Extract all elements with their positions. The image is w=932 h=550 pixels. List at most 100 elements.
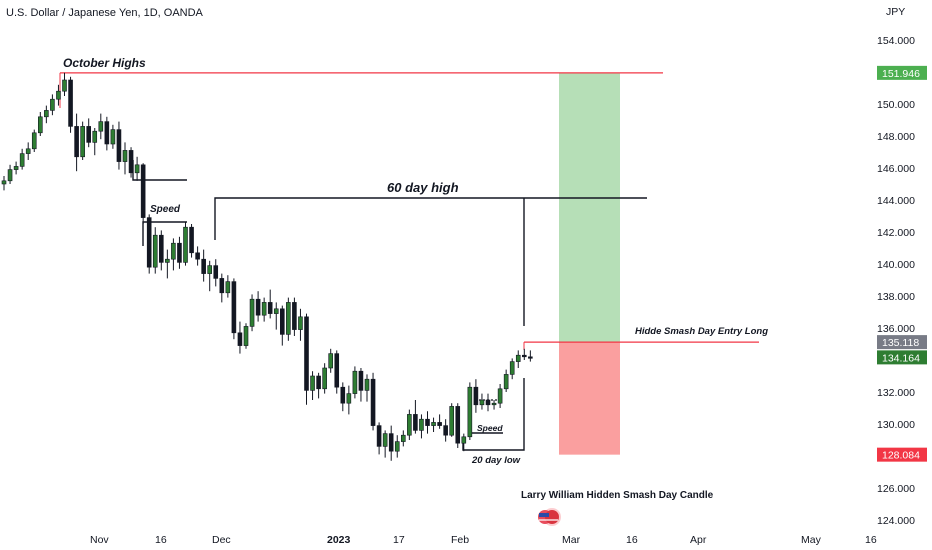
candle[interactable]: [298, 308, 303, 341]
x-tick-label: 16: [626, 534, 638, 546]
candle[interactable]: [122, 142, 128, 175]
candle[interactable]: [207, 260, 212, 292]
candle[interactable]: [267, 289, 273, 319]
candle[interactable]: [13, 161, 19, 175]
candle[interactable]: [171, 238, 176, 271]
candle[interactable]: [116, 121, 122, 170]
candle[interactable]: [44, 105, 49, 124]
candle-body-down: [267, 302, 273, 314]
price-badge-bg: [877, 447, 927, 462]
candle[interactable]: [80, 121, 85, 160]
candle[interactable]: [37, 112, 43, 136]
candle[interactable]: [328, 348, 334, 373]
candle[interactable]: [159, 230, 164, 271]
candle-body-down: [437, 422, 442, 426]
candle[interactable]: [340, 382, 346, 412]
candle[interactable]: [473, 379, 479, 413]
candle[interactable]: [19, 148, 25, 170]
candle[interactable]: [213, 259, 219, 287]
candle[interactable]: [394, 435, 400, 458]
candle[interactable]: [237, 321, 243, 354]
candle[interactable]: [110, 124, 116, 149]
candle-body-down: [231, 281, 237, 334]
candle[interactable]: [497, 384, 503, 408]
candle[interactable]: [382, 430, 388, 458]
candle[interactable]: [521, 348, 527, 360]
candle[interactable]: [286, 297, 291, 341]
candle[interactable]: [479, 393, 485, 410]
candle[interactable]: [279, 305, 285, 346]
candle[interactable]: [146, 214, 152, 274]
candle[interactable]: [455, 403, 461, 448]
candle[interactable]: [189, 224, 194, 258]
candle[interactable]: [128, 147, 134, 178]
candle[interactable]: [491, 400, 497, 410]
candle[interactable]: [437, 414, 442, 429]
candle[interactable]: [134, 156, 140, 181]
candle[interactable]: [219, 273, 225, 303]
candle[interactable]: [376, 422, 382, 455]
candle[interactable]: [183, 222, 188, 266]
candle[interactable]: [68, 76, 73, 133]
candle[interactable]: [515, 350, 521, 368]
candle[interactable]: [509, 358, 515, 380]
candle[interactable]: [352, 366, 358, 399]
candle[interactable]: [273, 302, 279, 330]
candle[interactable]: [292, 297, 297, 336]
x-tick-label: 2023: [327, 534, 351, 546]
candle[interactable]: [140, 163, 146, 224]
candle[interactable]: [346, 385, 352, 415]
candle[interactable]: [413, 400, 418, 434]
candle[interactable]: [56, 84, 61, 106]
candle[interactable]: [425, 411, 430, 434]
candle[interactable]: [419, 414, 424, 439]
candle[interactable]: [503, 369, 509, 392]
candle[interactable]: [388, 425, 394, 461]
candle[interactable]: [225, 275, 231, 298]
candle[interactable]: [443, 419, 448, 442]
candle[interactable]: [25, 142, 31, 160]
candle[interactable]: [249, 294, 255, 332]
candle[interactable]: [50, 94, 55, 116]
candle[interactable]: [243, 323, 249, 349]
candle[interactable]: [358, 368, 364, 402]
candle[interactable]: [449, 403, 455, 437]
candle[interactable]: [201, 249, 206, 282]
candle[interactable]: [92, 128, 98, 156]
candle[interactable]: [407, 409, 412, 440]
candle[interactable]: [485, 393, 491, 412]
candle[interactable]: [310, 371, 315, 400]
candle[interactable]: [461, 433, 467, 452]
candle-body-up: [382, 433, 388, 447]
candle-body-down: [521, 354, 527, 358]
candle[interactable]: [528, 350, 533, 362]
symbol-title: U.S. Dollar / Japanese Yen, 1D, OANDA: [6, 7, 203, 19]
candle[interactable]: [74, 113, 79, 172]
candle[interactable]: [104, 116, 110, 151]
candle[interactable]: [98, 113, 104, 140]
candle[interactable]: [255, 291, 261, 322]
candle[interactable]: [86, 118, 91, 148]
candle[interactable]: [231, 278, 237, 340]
candle[interactable]: [400, 430, 406, 447]
candle[interactable]: [261, 297, 267, 322]
candle[interactable]: [62, 72, 67, 96]
candle[interactable]: [195, 246, 200, 266]
candle[interactable]: [431, 417, 436, 432]
candle[interactable]: [370, 372, 376, 431]
candle[interactable]: [467, 382, 473, 440]
candle[interactable]: [165, 249, 170, 279]
candle[interactable]: [177, 236, 182, 269]
candle-body-down: [68, 79, 73, 127]
candle[interactable]: [1, 176, 7, 191]
candle[interactable]: [31, 129, 37, 152]
candle[interactable]: [316, 372, 321, 399]
candle[interactable]: [7, 164, 13, 184]
candle[interactable]: [152, 227, 158, 274]
candle[interactable]: [304, 313, 309, 405]
candle[interactable]: [322, 363, 327, 394]
candle[interactable]: [334, 350, 340, 394]
candle[interactable]: [364, 374, 370, 402]
y-tick-label: 132.000: [877, 387, 915, 399]
